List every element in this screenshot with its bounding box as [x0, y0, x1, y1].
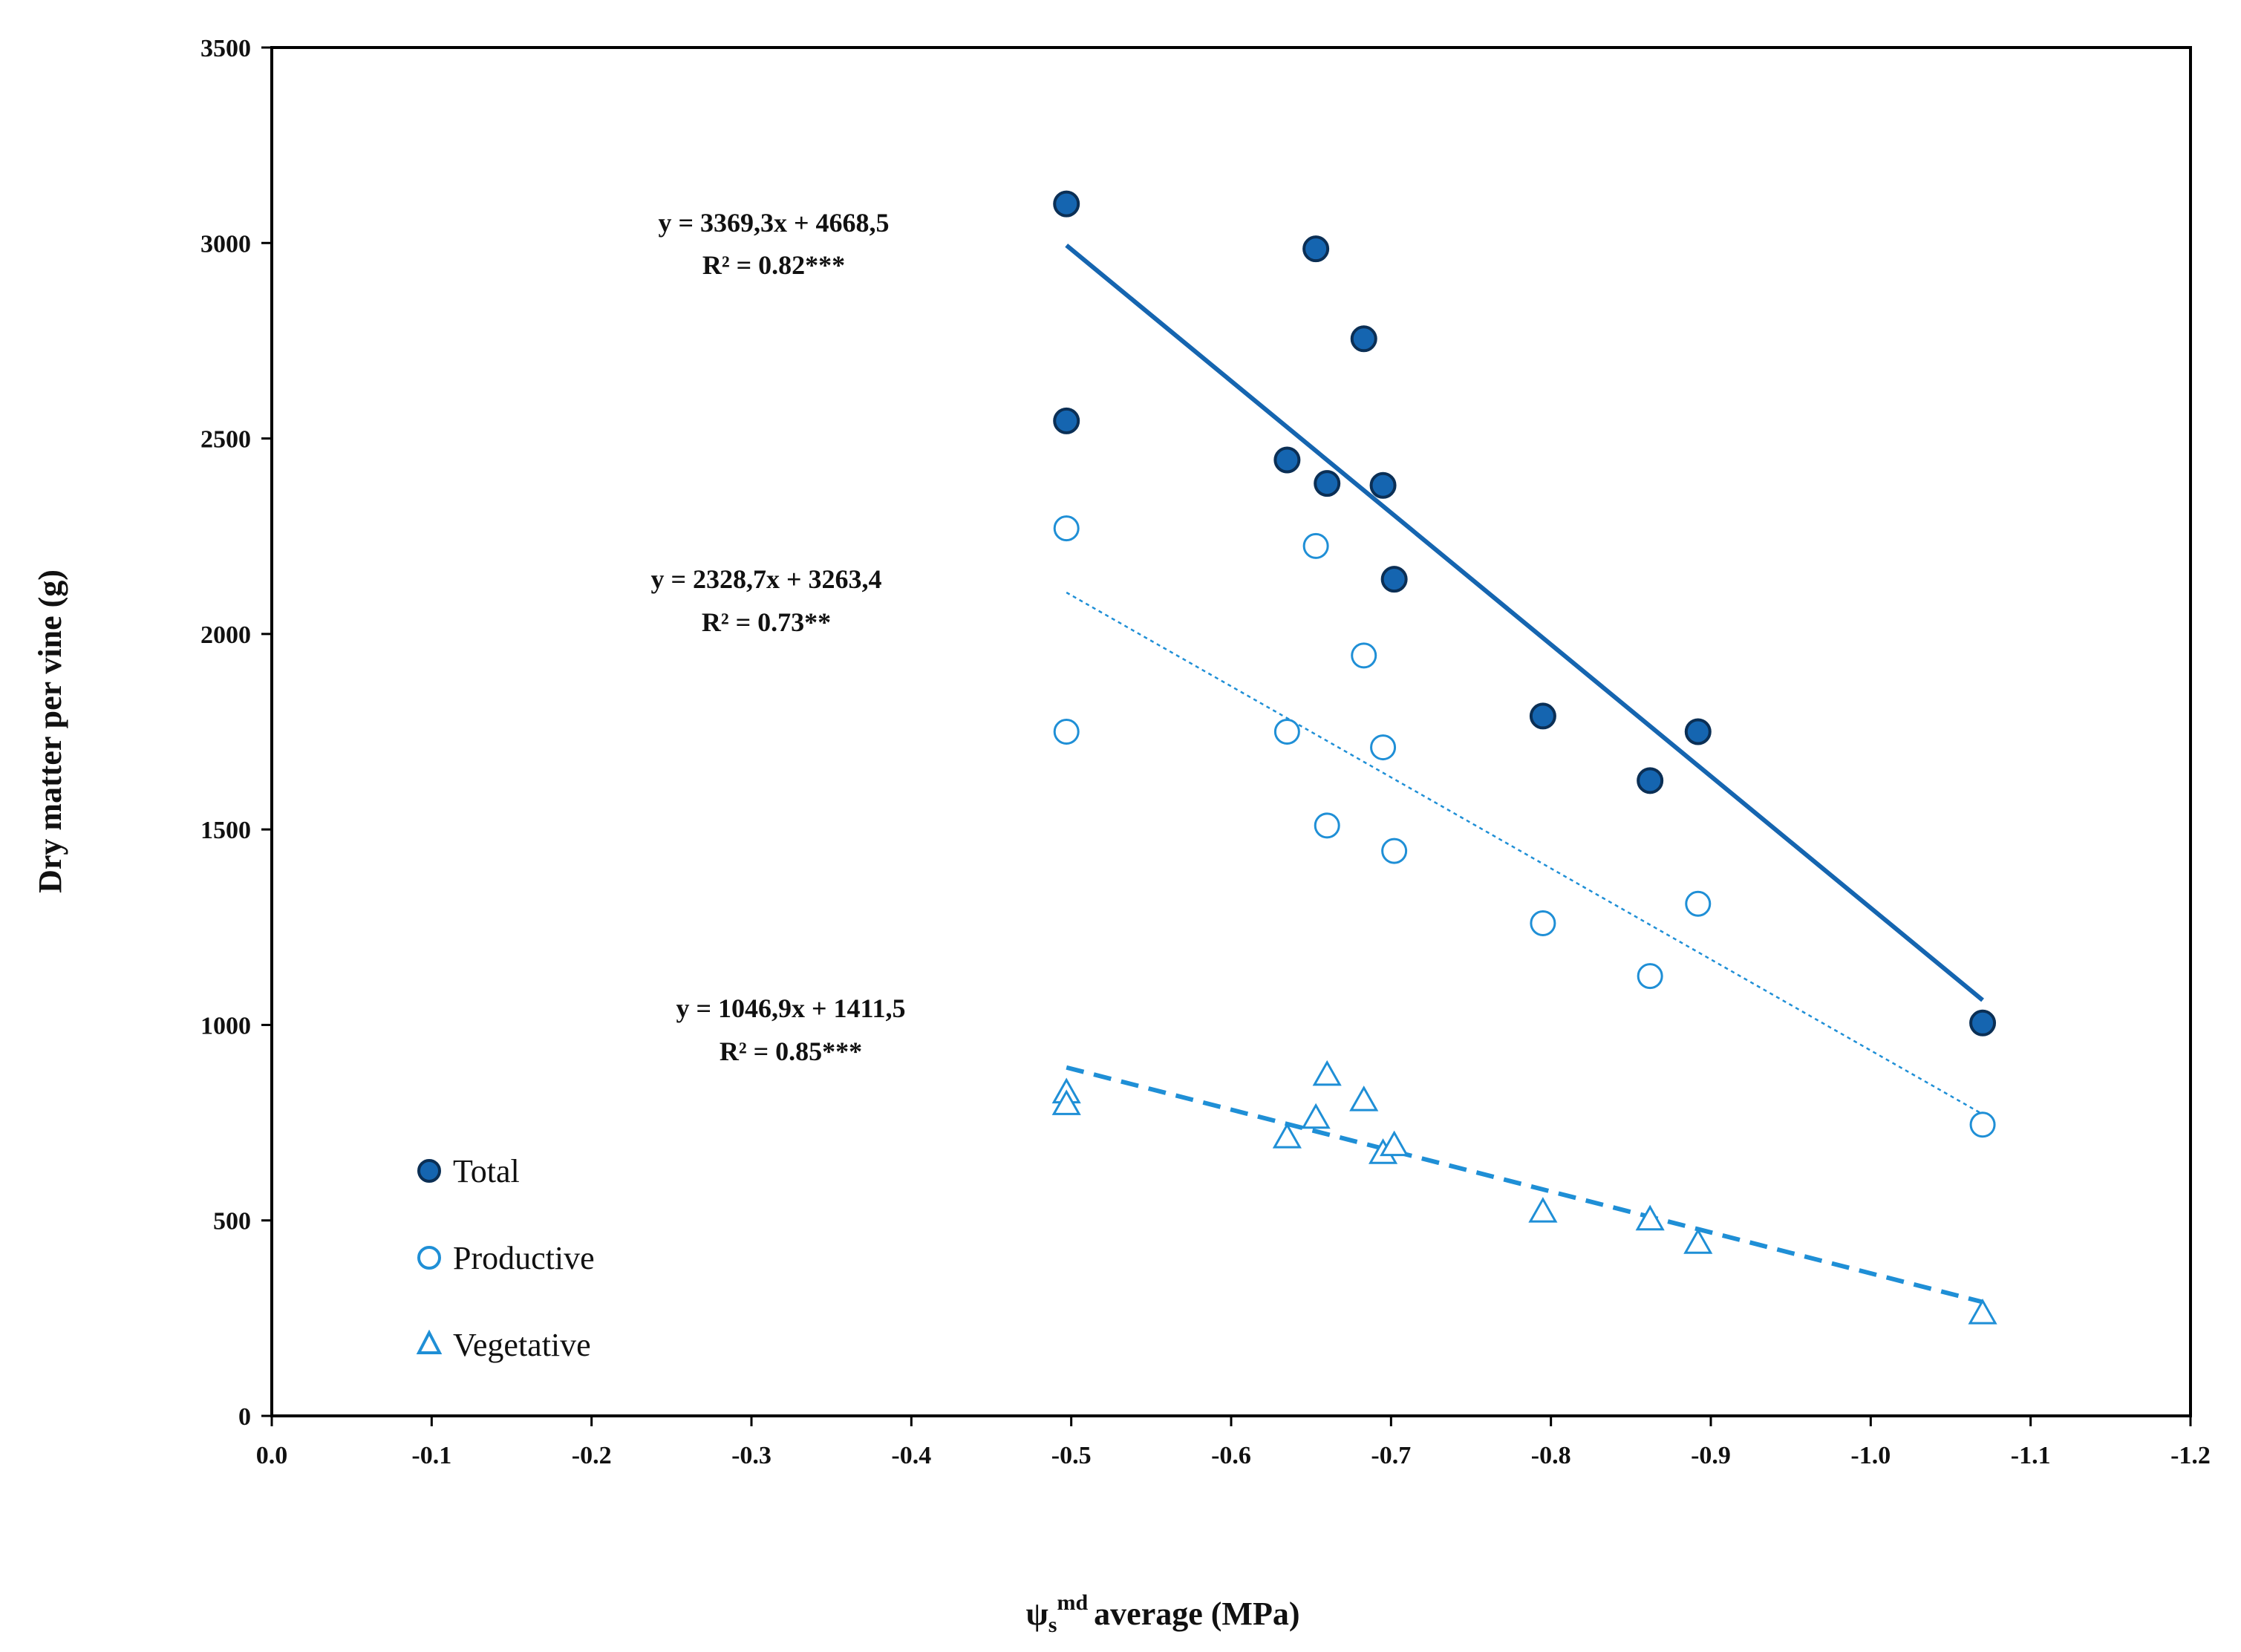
productive-point	[1314, 812, 1340, 839]
x-axis-title-symbol: ψ	[1026, 1596, 1048, 1632]
vegetative-r2: R² = 0.85***	[720, 1036, 862, 1066]
vegetative-point	[1301, 1103, 1331, 1129]
vegetative-point	[1528, 1197, 1558, 1223]
x-tick-label: -0.9	[1691, 1442, 1731, 1469]
x-tick-label: -0.1	[411, 1442, 451, 1469]
total-r2: R² = 0.82***	[702, 250, 845, 280]
plot-area	[270, 46, 2192, 1417]
productive-equation: y = 2328,7x + 3263,4	[650, 564, 881, 594]
y-tick-label: 3500	[200, 35, 251, 62]
productive-point	[1685, 890, 1712, 917]
x-tick-label: -1.1	[2011, 1442, 2051, 1469]
productive-point	[1637, 963, 1663, 990]
x-tick-label: -0.6	[1211, 1442, 1251, 1469]
productive-point	[1351, 642, 1377, 669]
total-point	[1637, 767, 1664, 794]
productive-point	[1053, 719, 1080, 745]
legend-productive-label: Productive	[453, 1240, 595, 1276]
y-tick-label: 2000	[200, 621, 251, 649]
y-tick-label: 3000	[200, 230, 251, 258]
data-points	[1051, 190, 1997, 1325]
x-tick-label: -1.2	[2170, 1442, 2211, 1469]
legend-vegetative-label: Vegetative	[453, 1327, 591, 1363]
productive-r2: R² = 0.73**	[702, 607, 831, 637]
vegetative-point	[1349, 1085, 1379, 1111]
x-tick-label: -0.3	[731, 1442, 772, 1469]
legend-total-marker	[417, 1159, 441, 1183]
vegetative-point	[1272, 1123, 1302, 1149]
total-point	[1369, 471, 1397, 499]
productive-point	[1381, 838, 1408, 864]
productive-point	[1370, 734, 1397, 761]
total-point	[1314, 470, 1341, 497]
y-tick-label: 0	[238, 1403, 251, 1431]
x-tick-label: -0.4	[891, 1442, 931, 1469]
x-axis-title-subscript: s	[1048, 1613, 1057, 1637]
total-point	[1053, 190, 1080, 218]
y-tick-label: 2500	[200, 426, 251, 454]
vegetative-trendline	[1066, 1065, 1983, 1305]
x-axis-title: ψsmd average (MPa)	[1026, 1590, 1300, 1637]
vegetative-point	[1380, 1130, 1409, 1157]
x-tick-marks	[270, 1416, 2192, 1426]
total-trendline	[1065, 244, 1984, 1002]
total-point	[1529, 702, 1556, 730]
total-point	[1302, 235, 1330, 263]
y-tick-labels: 0 500 1000 1500 2000 2500 3000 3500	[200, 35, 251, 1431]
x-tick-label: -0.7	[1371, 1442, 1411, 1469]
total-equation: y = 3369,3x + 4668,5	[658, 208, 889, 238]
x-tick-label: -0.2	[572, 1442, 612, 1469]
legend-productive-marker	[417, 1246, 441, 1270]
vegetative-point	[1968, 1299, 1997, 1325]
total-point	[1380, 566, 1408, 593]
vegetative-equation: y = 1046,9x + 1411,5	[676, 993, 905, 1023]
vegetative-point	[1051, 1089, 1081, 1115]
productive-point	[1053, 515, 1080, 542]
total-point	[1350, 325, 1377, 353]
legend-total-label: Total	[453, 1153, 520, 1189]
y-tick-label: 500	[213, 1208, 251, 1235]
total-point	[1273, 446, 1301, 474]
productive-point	[1302, 532, 1329, 559]
y-tick-label: 1500	[200, 817, 251, 844]
x-tick-label: -0.8	[1531, 1442, 1571, 1469]
y-tick-label: 1000	[200, 1012, 251, 1039]
y-tick-marks	[261, 46, 272, 1417]
productive-point	[1530, 910, 1556, 937]
x-axis-title-superscript: md	[1057, 1590, 1088, 1615]
x-tick-labels: 0.0 -0.1 -0.2 -0.3 -0.4 -0.5 -0.6 -0.7 -0.8 -0.9 -…	[256, 1442, 2211, 1469]
legend: Total Productive Vegetative	[416, 1153, 595, 1363]
productive-point	[1969, 1111, 1996, 1138]
x-tick-label: -1.0	[1850, 1442, 1891, 1469]
total-point	[1053, 407, 1080, 434]
productive-trendline	[1066, 591, 1983, 1115]
total-point	[1684, 718, 1712, 745]
total-point	[1969, 1009, 1997, 1036]
x-axis-title-text: average (MPa)	[1094, 1596, 1299, 1632]
y-axis-title: Dry matter per vine (g)	[32, 569, 68, 893]
x-tick-label: -0.5	[1051, 1442, 1092, 1469]
x-tick-label: 0.0	[256, 1442, 288, 1469]
vegetative-point	[1635, 1204, 1665, 1231]
productive-point	[1273, 719, 1300, 745]
trendlines	[1065, 244, 1984, 1305]
vegetative-point	[1683, 1228, 1713, 1254]
vegetative-point	[1312, 1060, 1342, 1086]
legend-vegetative-marker	[416, 1329, 443, 1354]
